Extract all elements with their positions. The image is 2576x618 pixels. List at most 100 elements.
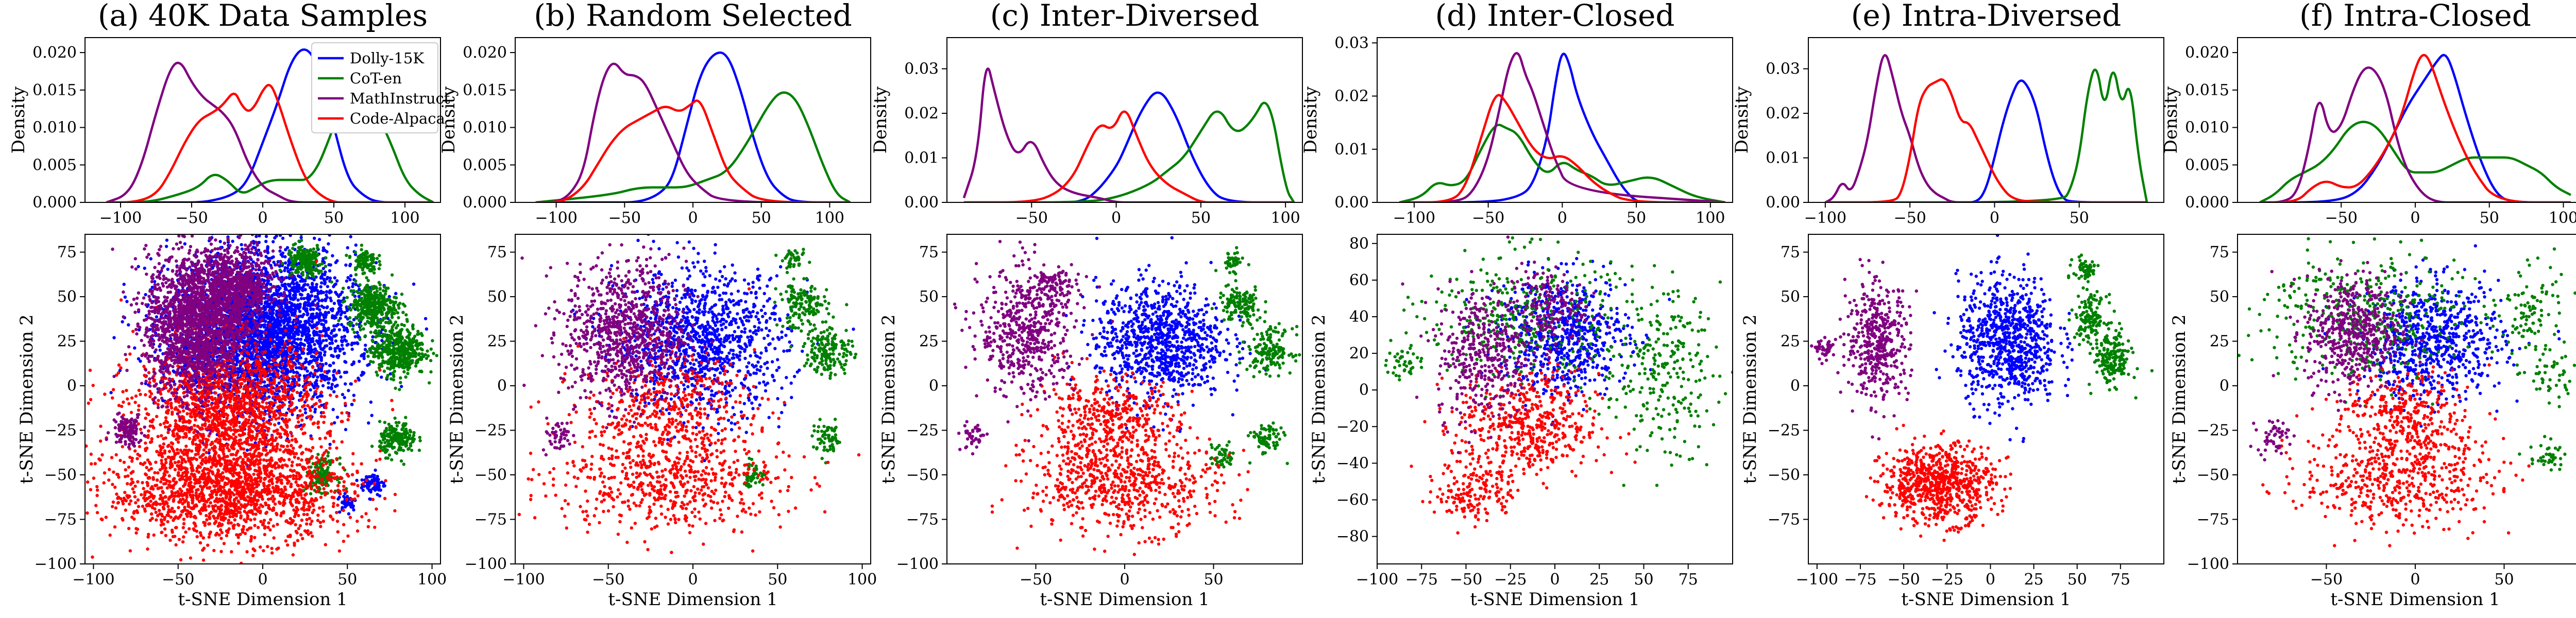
scatter-point xyxy=(394,291,398,296)
scatter-point xyxy=(383,292,387,296)
scatter-point xyxy=(243,316,247,319)
scatter-point xyxy=(332,334,335,338)
scatter-point xyxy=(297,366,301,370)
scatter-point xyxy=(378,260,381,263)
scatter-point xyxy=(432,352,435,355)
scatter-point xyxy=(307,329,310,333)
scatter-point xyxy=(411,324,415,329)
scatter-point xyxy=(300,256,303,260)
scatter-point xyxy=(352,331,356,334)
scatter-point xyxy=(372,267,376,271)
scatter-point xyxy=(372,331,377,334)
scatter-point xyxy=(303,360,307,364)
scatter-point xyxy=(370,444,374,448)
scatter-point xyxy=(423,317,428,320)
scatter-point xyxy=(315,315,319,319)
scatter-point xyxy=(295,346,299,350)
scatter-point xyxy=(383,316,387,320)
scatter-point xyxy=(380,364,384,368)
scatter-point xyxy=(267,348,270,352)
scatter-point xyxy=(368,497,371,501)
scatter-point xyxy=(348,159,351,162)
scatter-point xyxy=(265,271,269,274)
scatter-point xyxy=(400,293,404,296)
scatter-point xyxy=(406,330,410,333)
scatter-point xyxy=(112,336,116,339)
scatter-point xyxy=(362,263,365,267)
scatter-point xyxy=(272,261,276,264)
scatter-point xyxy=(337,480,341,485)
scatter-point xyxy=(347,286,350,289)
scatter-point xyxy=(355,331,359,334)
scatter-point xyxy=(332,301,336,305)
scatter-point xyxy=(314,383,317,387)
scatter-point xyxy=(399,376,402,380)
scatter-point xyxy=(335,384,339,387)
scatter-point xyxy=(397,330,401,334)
scatter-point xyxy=(402,462,405,466)
scatter-point xyxy=(319,269,323,273)
scatter-point xyxy=(380,310,384,314)
scatter-point xyxy=(266,384,269,387)
scatter-point xyxy=(279,342,283,346)
scatter-point xyxy=(304,266,308,270)
scatter-point xyxy=(311,282,314,285)
scatter-points xyxy=(85,159,438,564)
scatter-point xyxy=(149,257,152,261)
scatter-point xyxy=(398,388,401,391)
scatter-point xyxy=(291,297,295,300)
scatter-point xyxy=(359,324,363,328)
scatter-point xyxy=(253,225,256,228)
scatter-point xyxy=(109,391,113,394)
scatter-point xyxy=(352,393,355,397)
scatter-point xyxy=(393,359,397,363)
scatter-point xyxy=(255,316,259,319)
scatter-point xyxy=(337,299,341,303)
scatter-point xyxy=(340,344,344,347)
scatter-point xyxy=(344,427,348,432)
scatter-point xyxy=(328,347,332,351)
scatter-point xyxy=(318,330,321,334)
scatter-point xyxy=(369,302,373,306)
scatter-point xyxy=(306,340,310,345)
scatter-point xyxy=(365,250,368,253)
scatter-point xyxy=(312,251,316,255)
scatter-point xyxy=(406,343,410,347)
scatter-point xyxy=(308,351,312,355)
scatter-point xyxy=(338,510,342,514)
scatter-point xyxy=(231,239,234,243)
scatter-point xyxy=(326,285,330,288)
scatter-point xyxy=(296,250,300,254)
scatter-point xyxy=(283,269,286,272)
scatter-point xyxy=(386,337,390,340)
scatter-point xyxy=(311,260,314,264)
scatter-point xyxy=(300,245,304,249)
scatter-point xyxy=(368,321,371,325)
scatter-point xyxy=(328,442,332,446)
scatter-point xyxy=(369,263,373,267)
scatter-point xyxy=(305,276,309,280)
scatter-point xyxy=(393,509,397,512)
x-tick-label: 100 xyxy=(417,571,447,589)
scatter-point xyxy=(378,291,382,295)
scatter-point xyxy=(378,297,381,301)
scatter-point xyxy=(377,281,381,284)
scatter-point xyxy=(355,478,359,482)
scatter-point xyxy=(385,448,389,452)
scatter-point xyxy=(312,286,316,289)
scatter-point xyxy=(408,428,412,432)
scatter-point xyxy=(368,293,372,297)
scatter-point xyxy=(295,366,298,370)
scatter-point xyxy=(329,364,332,367)
legend-label-cot-en: CoT-en xyxy=(350,70,402,87)
scatter-point xyxy=(431,339,434,342)
scatter-point xyxy=(318,351,323,355)
scatter-point xyxy=(412,337,416,341)
scatter-point xyxy=(269,376,273,380)
scatter-point xyxy=(328,276,332,280)
scatter-point xyxy=(381,289,385,293)
scatter-point xyxy=(123,295,127,299)
scatter-point xyxy=(381,333,385,336)
scatter-point xyxy=(418,343,421,347)
